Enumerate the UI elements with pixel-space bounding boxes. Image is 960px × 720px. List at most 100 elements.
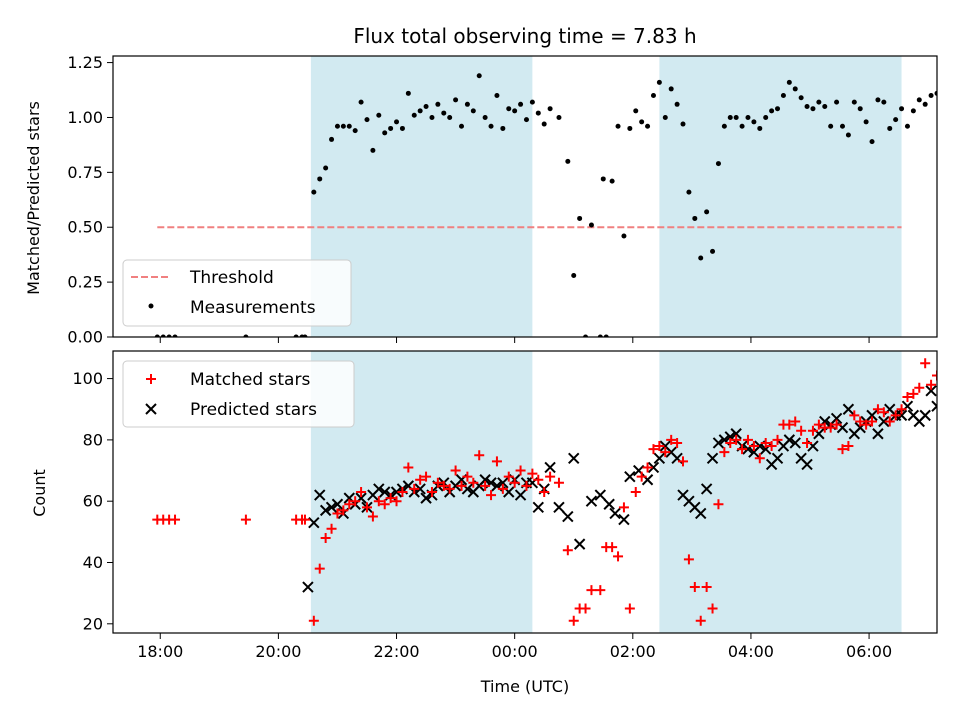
top-legend: Threshold Measurements <box>122 259 352 327</box>
chart-title: Flux total observing time = 7.83 h <box>353 24 696 48</box>
matched-star-point <box>527 468 538 479</box>
measurement-point <box>243 334 249 337</box>
bottom-axes-frame <box>112 350 938 634</box>
predicted-star-point <box>712 437 725 449</box>
legend-predicted-label: Predicted stars <box>190 400 317 420</box>
measurement-point <box>459 123 465 129</box>
matched-star-point <box>689 582 700 593</box>
measurement-point <box>482 114 488 120</box>
measurement-point <box>405 90 411 96</box>
predicted-star-point <box>895 409 908 422</box>
measurement-point <box>668 86 674 92</box>
measurement-point <box>792 86 798 92</box>
measurement-point <box>453 97 459 103</box>
matched-star-point <box>908 388 919 399</box>
measurement-point <box>839 123 845 129</box>
measurement-point <box>293 334 299 337</box>
measurement-point <box>857 106 863 112</box>
bottom-y-tick-label: 40 <box>83 553 103 572</box>
measurement-point <box>565 158 571 164</box>
predicted-star-point <box>919 409 931 422</box>
matched-star-point <box>624 603 635 614</box>
matched-star-point <box>926 379 937 390</box>
measurement-point <box>786 79 792 85</box>
matched-star-point <box>332 508 343 519</box>
measurement-point <box>952 100 957 105</box>
matched-star-point <box>896 404 907 415</box>
measurement-point <box>893 117 899 123</box>
measurement-point <box>334 123 340 129</box>
matched-star-point <box>760 437 771 448</box>
matched-star-point <box>713 499 724 510</box>
predicted-star-point <box>532 501 544 514</box>
matched-star-point <box>742 434 753 445</box>
predicted-star-point <box>514 489 527 501</box>
measurement-point <box>863 119 869 125</box>
measurement-point <box>775 106 781 112</box>
top-panel: 0.00 0.25 0.50 0.75 1.00 1.25 Threshold Measure… <box>67 53 957 347</box>
measurement-point <box>928 93 934 99</box>
measurement-point <box>916 97 922 103</box>
predicted-star-point <box>618 513 630 526</box>
measurement-point <box>417 108 423 114</box>
measurement-point <box>763 114 769 120</box>
measurement-point <box>500 125 506 131</box>
matched-star-point <box>474 450 485 461</box>
measurement-point <box>394 119 400 125</box>
predicted-star-point <box>653 452 666 464</box>
matched-star-point <box>618 502 629 513</box>
top-y-tick-label: 0.00 <box>67 328 103 347</box>
matched-star-point <box>630 487 641 497</box>
predicted-star-point <box>420 492 432 504</box>
matched-star-point <box>872 404 883 415</box>
measurement-point <box>822 103 828 109</box>
matched-star-point <box>772 434 783 445</box>
predicted-star-point <box>789 437 801 449</box>
x-tick-label: 00:00 <box>492 642 538 661</box>
predicted-star-point <box>553 501 565 514</box>
measurement-point <box>603 334 609 337</box>
predicted-star-point <box>872 428 884 440</box>
predicted-star-point <box>585 495 598 507</box>
measurement-point <box>609 178 615 184</box>
measurement-point <box>577 215 583 221</box>
x-tick-label: 18:00 <box>137 642 183 661</box>
x-axis-label: Time (UTC) <box>480 677 569 696</box>
matched-star-point <box>754 453 765 464</box>
matched-star-point <box>725 437 736 448</box>
legend-measurements-swatch <box>148 303 154 309</box>
measurement-point <box>904 123 910 129</box>
x-tick-label: 22:00 <box>373 642 419 661</box>
measurement-point <box>899 106 905 112</box>
x-tick-label: 06:00 <box>846 642 892 661</box>
matched-star-point <box>326 523 337 534</box>
measurement-point <box>160 334 166 337</box>
measurement-point <box>512 108 518 114</box>
predicted-star-point <box>730 428 742 440</box>
top-y-tick-label: 1.00 <box>67 108 103 127</box>
measurement-point <box>556 114 562 120</box>
measurement-point <box>382 130 388 136</box>
predicted-star-point <box>647 461 660 474</box>
matched-star-point <box>421 471 432 482</box>
predicted-star-point <box>956 447 960 457</box>
matched-star-point <box>580 603 591 614</box>
measurement-point <box>828 123 834 129</box>
measurement-point <box>597 334 603 337</box>
matched-star-point <box>356 487 367 497</box>
measurement-point <box>804 103 810 109</box>
predicted-star-point <box>830 412 843 425</box>
measurement-point <box>166 334 172 337</box>
matched-star-point <box>586 585 597 596</box>
matched-star-point <box>938 361 948 371</box>
matched-star-point <box>766 441 777 452</box>
matched-star-point <box>521 480 532 491</box>
matched-star-point <box>562 545 573 556</box>
matched-star-point <box>397 487 408 497</box>
matched-star-point <box>932 370 937 381</box>
measurement-point <box>470 108 476 114</box>
measurement-point <box>887 125 893 131</box>
measurement-point <box>710 248 716 254</box>
predicted-star-point <box>609 507 621 520</box>
matched-star-point <box>796 425 807 436</box>
